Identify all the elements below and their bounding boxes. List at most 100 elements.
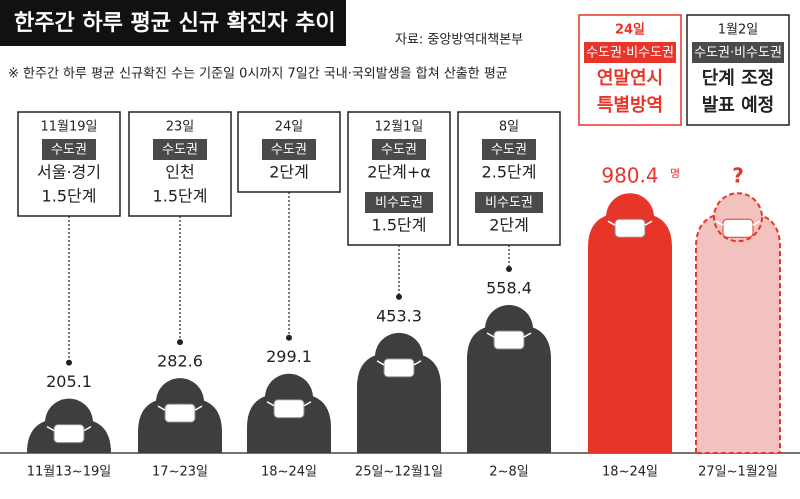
data-label: 282.6	[157, 352, 203, 371]
region-tag-label: 수도권·비수도권	[586, 46, 674, 61]
callout-text: 2단계	[269, 163, 309, 182]
mask-strap	[715, 220, 724, 226]
figure-body	[588, 213, 672, 453]
figure-body	[695, 212, 781, 454]
region-tag-label: 수도권	[381, 143, 417, 158]
region-tag	[482, 139, 536, 160]
figure-mask	[493, 330, 525, 350]
unit-label: 명	[670, 167, 680, 180]
callout-text: 2단계	[489, 216, 529, 235]
mask-strap	[644, 220, 653, 226]
mask-strap	[607, 220, 616, 226]
callout-date: 12월1일	[375, 120, 424, 135]
callout-date: 1월2일	[718, 23, 758, 38]
mask-strap	[266, 401, 275, 407]
bar	[588, 193, 672, 453]
x-tick-label: 18~24일	[602, 465, 658, 480]
mask-strap	[752, 220, 761, 226]
callout-date: 23일	[166, 120, 195, 135]
callout-text: 2.5단계	[482, 163, 537, 182]
data-label: 558.4	[486, 279, 532, 298]
mask-strap	[523, 332, 532, 338]
region-tag-label: 비수도권	[485, 196, 533, 211]
figure-body	[467, 325, 551, 453]
region-tag-label: 수도권	[162, 143, 198, 158]
connector-dot	[396, 293, 402, 300]
mask-strap	[157, 405, 166, 411]
region-tag-label: 수도권·비수도권	[694, 46, 782, 61]
figure-mask	[614, 218, 646, 238]
region-tag	[372, 139, 426, 160]
data-label: 453.3	[376, 306, 422, 325]
callout-text: 1.5단계	[42, 187, 97, 206]
callout-text: 서울·경기	[37, 163, 101, 182]
data-label: 205.1	[46, 372, 92, 391]
bar	[247, 373, 331, 453]
figure-mask	[273, 399, 305, 419]
callout-text: 단계 조정	[702, 68, 775, 89]
x-tick-label: 27일~1월2일	[698, 465, 778, 480]
callout-date: 24일	[615, 23, 645, 38]
title-box	[0, 0, 346, 46]
x-tick-label: 18~24일	[261, 465, 317, 480]
note: ※ 한주간 하루 평균 신규확진 수는 기준일 0시까지 7일간 국내·국외발생…	[8, 67, 508, 82]
chart-title: 한주간 하루 평균 신규 확진자 추이	[14, 11, 336, 36]
region-tag-label: 수도권	[271, 143, 307, 158]
connector-dot	[286, 334, 292, 341]
data-label: ?	[732, 164, 744, 188]
mask-strap	[194, 405, 203, 411]
mask-strap	[376, 360, 385, 366]
region-tag	[692, 42, 784, 63]
bar	[357, 332, 441, 453]
callout-box	[128, 111, 232, 217]
mask-strap	[46, 425, 55, 432]
mask-strap	[83, 425, 92, 432]
region-tag-label: 수도권	[491, 143, 527, 158]
region-tag	[365, 192, 433, 213]
callout-box	[457, 111, 561, 246]
mask-strap	[486, 332, 495, 338]
connector-dot	[506, 266, 512, 273]
callout-text: 특별방역	[597, 95, 663, 116]
connector-dot	[66, 359, 72, 366]
bar	[138, 378, 222, 453]
mask-strap	[303, 401, 312, 407]
x-tick-label: 17~23일	[152, 465, 208, 480]
figure-body	[357, 352, 441, 453]
callout-text: 2단계+α	[367, 163, 431, 182]
figure-mask	[164, 403, 196, 423]
region-tag	[42, 139, 96, 160]
region-tag	[475, 192, 543, 213]
figure-mask	[722, 218, 754, 238]
callout-box	[578, 14, 682, 126]
data-label: 980.4	[601, 164, 658, 188]
placeholder-figure	[695, 192, 781, 454]
callout-text: 1.5단계	[372, 216, 427, 235]
bar	[467, 305, 551, 453]
region-tag	[153, 139, 207, 160]
region-tag-label: 수도권	[51, 143, 87, 158]
source: 자료: 중앙방역대책본부	[395, 33, 523, 48]
region-tag-label: 비수도권	[375, 196, 423, 211]
callout-text: 1.5단계	[153, 187, 208, 206]
callout-text: 발표 예정	[702, 95, 775, 116]
x-tick-label: 25일~12월1일	[355, 465, 443, 480]
callout-date: 11월19일	[40, 120, 97, 135]
callout-date: 24일	[275, 120, 304, 135]
region-tag	[262, 139, 316, 160]
callout-date: 8일	[499, 120, 519, 135]
figure-mask	[383, 358, 415, 378]
callout-text: 인천	[165, 163, 194, 182]
data-label: 299.1	[266, 347, 312, 366]
bar	[27, 398, 111, 453]
region-tag	[584, 42, 676, 63]
connector-dot	[177, 339, 183, 346]
mask-strap	[413, 360, 422, 366]
callout-text: 연말연시	[597, 68, 663, 89]
figure-mask	[53, 424, 85, 444]
callout-box	[686, 14, 790, 126]
x-tick-label: 11월13~19일	[27, 465, 111, 480]
callout-box	[17, 111, 121, 217]
x-tick-label: 2~8일	[489, 465, 528, 480]
